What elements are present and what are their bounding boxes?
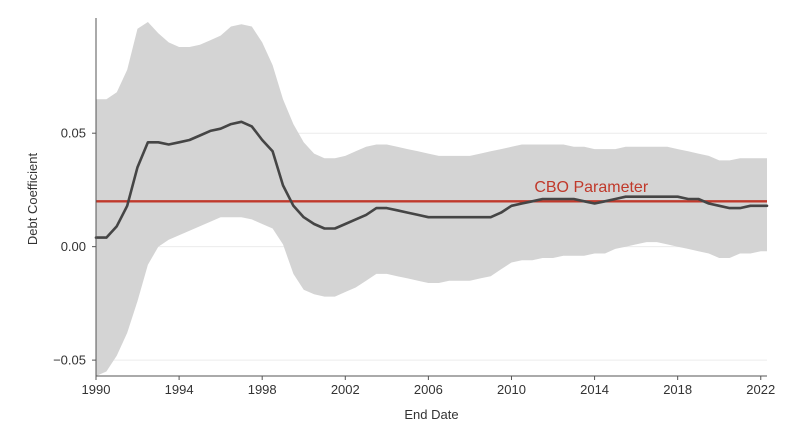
x-tick-label-2022: 2022 <box>746 382 775 397</box>
x-tick-label-1990: 1990 <box>82 382 111 397</box>
series-line-layer <box>94 120 769 239</box>
y-tick-label-1: 0.00 <box>61 239 86 254</box>
x-tick-label-2002: 2002 <box>331 382 360 397</box>
x-tick-label-2018: 2018 <box>663 382 692 397</box>
confidence-band-layer <box>96 22 767 376</box>
debt-coefficient-line <box>94 120 769 239</box>
y-axis-label: Debt Coefficient <box>25 152 40 245</box>
y-tick-label-2: 0.05 <box>61 126 86 141</box>
x-tick-label-1998: 1998 <box>248 382 277 397</box>
tick-labels: 1990 1994 1998 2002 2006 2010 2014 2018 2022 −0.0… <box>53 126 775 397</box>
x-tick-label-2006: 2006 <box>414 382 443 397</box>
x-tick-label-2010: 2010 <box>497 382 526 397</box>
x-axis-label: End Date <box>404 407 458 422</box>
y-tick-label-0: −0.05 <box>53 353 86 368</box>
cbo-parameter-label: CBO Parameter <box>534 179 648 196</box>
x-tick-label-1994: 1994 <box>165 382 194 397</box>
x-tick-label-2014: 2014 <box>580 382 609 397</box>
confidence-band <box>96 22 767 376</box>
axes <box>95 18 767 377</box>
